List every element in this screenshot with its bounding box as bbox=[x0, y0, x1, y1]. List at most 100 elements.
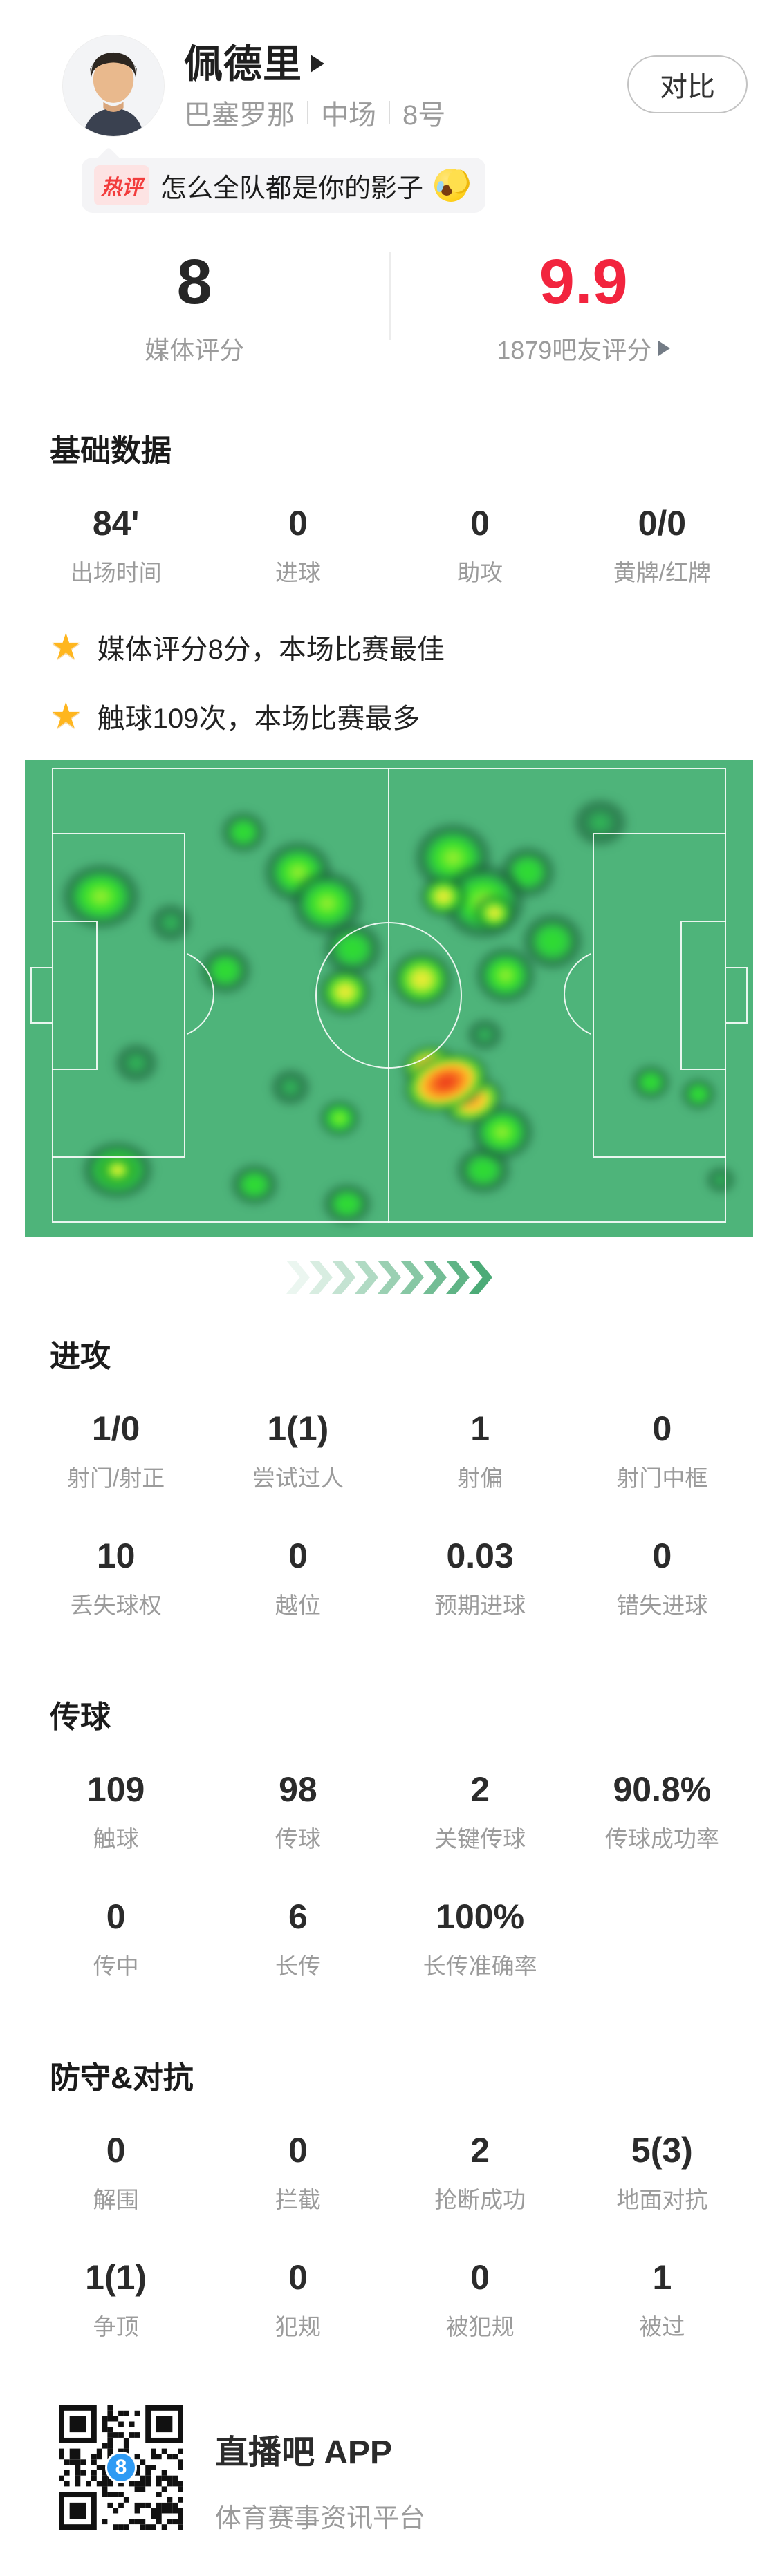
stat-value: 1(1) bbox=[25, 2257, 207, 2297]
stat-label: 射门/射正 bbox=[25, 1460, 207, 1493]
attack-direction-chevrons-icon bbox=[0, 1261, 778, 1294]
stat-value: 0 bbox=[207, 2130, 389, 2170]
stat-label: 预期进球 bbox=[389, 1587, 571, 1620]
shirt-number: 8号 bbox=[402, 93, 445, 133]
goal-area-left bbox=[52, 921, 98, 1070]
stat-big-chances-missed: 0 错失进球 bbox=[571, 1536, 753, 1620]
stat-value: 5(3) bbox=[571, 2130, 753, 2170]
stat-label: 抢断成功 bbox=[389, 2181, 571, 2215]
stat-label: 助攻 bbox=[389, 554, 571, 587]
chevron-icon bbox=[309, 1261, 333, 1294]
player-avatar bbox=[62, 35, 165, 137]
ratings-divider bbox=[389, 252, 391, 340]
stat-long-ball-accuracy: 100% 长传准确率 bbox=[389, 1897, 571, 1981]
stat-value: 2 bbox=[389, 2130, 571, 2170]
chevron-icon bbox=[423, 1261, 447, 1294]
stat-value: 0 bbox=[571, 1409, 753, 1449]
stat-pass-accuracy: 90.8% 传球成功率 bbox=[571, 1769, 753, 1854]
stat-value: 0 bbox=[389, 503, 571, 543]
ratings-row: 8 媒体评分 9.9 1879吧友评分 bbox=[0, 239, 778, 384]
stat-label: 传球 bbox=[207, 1821, 389, 1854]
stat-label: 长传准确率 bbox=[389, 1948, 571, 1981]
zhibo8-logo-icon: 8 bbox=[105, 2452, 137, 2483]
logo-digit: 8 bbox=[115, 2456, 127, 2479]
goal-right bbox=[726, 967, 748, 1024]
player-meta: 巴塞罗那 中场 8号 bbox=[184, 93, 445, 133]
stat-label: 出场时间 bbox=[25, 554, 207, 587]
meta-divider bbox=[389, 101, 390, 124]
goal-left bbox=[30, 967, 52, 1024]
app-name: 直播吧 APP bbox=[215, 2425, 425, 2473]
player-name-row[interactable]: 佩德里 bbox=[184, 33, 324, 89]
stat-long-balls: 6 长传 bbox=[207, 1897, 389, 1981]
highlight-row: ★ 媒体评分8分，本场比赛最佳 bbox=[50, 628, 778, 666]
fan-rating[interactable]: 9.9 1879吧友评分 bbox=[389, 246, 778, 366]
stat-label: 越位 bbox=[207, 1587, 389, 1620]
media-score-label: 媒体评分 bbox=[145, 330, 244, 366]
touch-heatmap-pitch bbox=[25, 760, 753, 1237]
stat-label: 传球成功率 bbox=[571, 1821, 753, 1854]
highlights: ★ 媒体评分8分，本场比赛最佳 ★ 触球109次，本场比赛最多 bbox=[0, 628, 778, 735]
stat-value: 0 bbox=[25, 1897, 207, 1937]
goal-area-right bbox=[680, 921, 726, 1070]
stat-key-passes: 2 关键传球 bbox=[389, 1769, 571, 1854]
chevron-icon bbox=[378, 1261, 401, 1294]
highlight-row: ★ 触球109次，本场比赛最多 bbox=[50, 697, 778, 735]
stat-value: 100% bbox=[389, 1897, 571, 1937]
stat-fouls: 0 犯规 bbox=[207, 2257, 389, 2342]
stat-value: 109 bbox=[25, 1769, 207, 1809]
stat-label: 长传 bbox=[207, 1948, 389, 1981]
stat-value: 1(1) bbox=[207, 1409, 389, 1449]
stat-dribbled-past: 1 被过 bbox=[571, 2257, 753, 2342]
media-score: 8 bbox=[0, 246, 389, 318]
stat-goals: 0 进球 bbox=[207, 503, 389, 587]
app-footer: 8 直播吧 APP 体育赛事资讯平台 bbox=[0, 2405, 778, 2576]
stat-label: 丢失球权 bbox=[25, 1587, 207, 1620]
stat-value: 10 bbox=[25, 1536, 207, 1576]
stat-value: 0.03 bbox=[389, 1536, 571, 1576]
stat-assists: 0 助攻 bbox=[389, 503, 571, 587]
stat-tackles-won: 2 抢断成功 bbox=[389, 2130, 571, 2215]
compare-button[interactable]: 对比 bbox=[627, 55, 748, 113]
stat-value: 1/0 bbox=[25, 1409, 207, 1449]
chevron-icon bbox=[286, 1261, 310, 1294]
passing-stats-row-1: 109 触球 98 传球 2 关键传球 90.8% 传球成功率 bbox=[25, 1769, 753, 1854]
player-position: 中场 bbox=[321, 93, 376, 133]
stat-label: 进球 bbox=[207, 554, 389, 587]
highlight-text: 媒体评分8分，本场比赛最佳 bbox=[98, 627, 445, 667]
stat-value: 0 bbox=[207, 1536, 389, 1576]
stat-possession-lost: 10 丢失球权 bbox=[25, 1536, 207, 1620]
stat-value: 0 bbox=[571, 1536, 753, 1576]
stat-value: 90.8% bbox=[571, 1769, 753, 1809]
fan-score-label: 1879吧友评分 bbox=[497, 330, 651, 366]
section-title-basic: 基础数据 bbox=[25, 426, 753, 470]
chevron-icon bbox=[332, 1261, 355, 1294]
pitch-center-circle bbox=[315, 922, 462, 1069]
stat-value: 0 bbox=[389, 2257, 571, 2297]
stat-crosses: 0 传中 bbox=[25, 1897, 207, 1981]
stat-xg: 0.03 预期进球 bbox=[389, 1536, 571, 1620]
hot-comment[interactable]: 热评 怎么全队都是你的影子 bbox=[82, 158, 485, 213]
stat-label: 射门中框 bbox=[571, 1460, 753, 1493]
star-icon: ★ bbox=[50, 629, 82, 665]
stat-label: 被犯规 bbox=[389, 2309, 571, 2342]
stat-aerial-duels: 1(1) 争顶 bbox=[25, 2257, 207, 2342]
section-title-defense: 防守&对抗 bbox=[25, 2053, 753, 2097]
stat-value: 1 bbox=[571, 2257, 753, 2297]
section-title-attack: 进攻 bbox=[25, 1331, 753, 1375]
crying-face-emoji-icon bbox=[434, 169, 467, 202]
stat-label: 解围 bbox=[25, 2181, 207, 2215]
stat-ground-duels: 5(3) 地面对抗 bbox=[571, 2130, 753, 2215]
stat-value: 6 bbox=[207, 1897, 389, 1937]
stat-label: 犯规 bbox=[207, 2309, 389, 2342]
stat-shots-off: 1 射偏 bbox=[389, 1409, 571, 1493]
stat-label: 关键传球 bbox=[389, 1821, 571, 1854]
passing-stats-row-2: 0 传中 6 长传 100% 长传准确率 bbox=[25, 1897, 753, 1981]
stat-value: 98 bbox=[207, 1769, 389, 1809]
stat-label: 拦截 bbox=[207, 2181, 389, 2215]
fan-score: 9.9 bbox=[389, 246, 778, 318]
player-detail-arrow-icon bbox=[311, 55, 324, 73]
compare-button-label: 对比 bbox=[660, 64, 715, 104]
stat-label: 触球 bbox=[25, 1821, 207, 1854]
stat-value: 0 bbox=[207, 2257, 389, 2297]
